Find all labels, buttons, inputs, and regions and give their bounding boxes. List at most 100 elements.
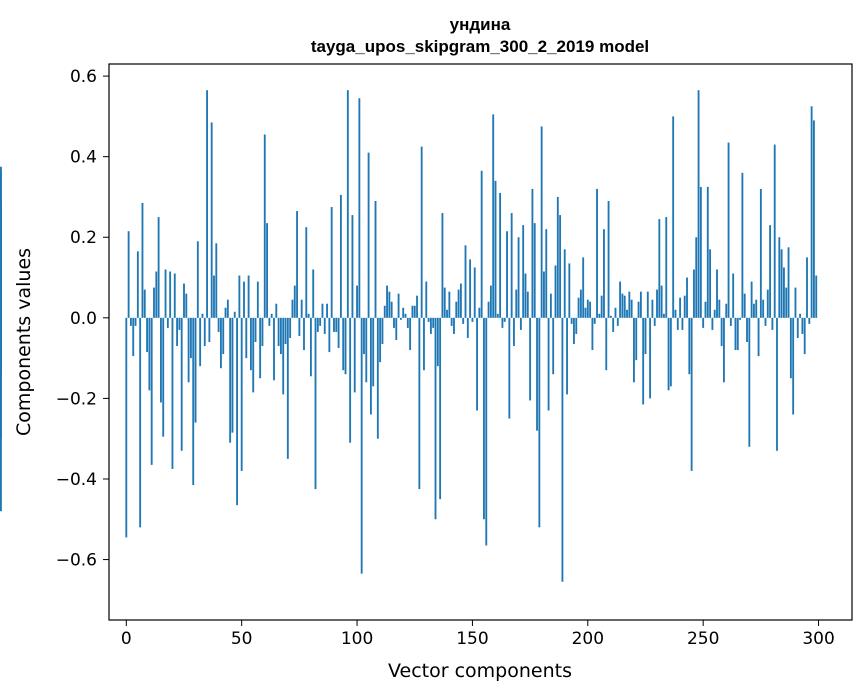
bar-180 xyxy=(540,126,543,318)
bar-47 xyxy=(233,311,236,318)
chart-subtitle: tayga_upos_skipgram_300_2_2019 model xyxy=(311,37,649,56)
bar-264 xyxy=(734,317,737,351)
bar-0 xyxy=(125,317,128,538)
bar-128 xyxy=(420,146,423,318)
bar-144 xyxy=(457,289,460,318)
bar-101 xyxy=(358,98,361,318)
bar-256 xyxy=(716,269,718,318)
bar-291 xyxy=(796,317,799,338)
bar-103 xyxy=(363,317,365,355)
bar-74 xyxy=(296,211,298,318)
bar-189 xyxy=(561,317,564,582)
bar-153 xyxy=(478,307,481,318)
bar-235 xyxy=(667,317,670,391)
bar-91 xyxy=(335,317,338,332)
bar-156 xyxy=(485,317,488,546)
bar-4 xyxy=(134,317,137,326)
bar-118 xyxy=(397,293,400,318)
bar-299 xyxy=(815,275,818,318)
bar-249 xyxy=(699,186,702,318)
bar-251 xyxy=(704,301,707,318)
bar-43 xyxy=(224,307,227,318)
bar-239 xyxy=(676,317,679,330)
bar-237 xyxy=(672,116,675,318)
bar-69 xyxy=(284,317,287,345)
bar-40 xyxy=(217,317,220,332)
bar-undefined xyxy=(0,317,2,328)
bar-275 xyxy=(759,188,762,318)
bar-89 xyxy=(330,207,333,318)
bar-253 xyxy=(709,249,712,318)
chart-title: ундина xyxy=(450,15,511,34)
bar-242 xyxy=(683,295,686,318)
bar-245 xyxy=(690,317,693,471)
y-tick-label: −0.2 xyxy=(56,389,97,409)
bar-61 xyxy=(266,223,268,318)
bar-212 xyxy=(614,307,617,318)
bar-12 xyxy=(153,287,155,318)
bar-168 xyxy=(513,317,515,347)
bar-188 xyxy=(559,215,562,318)
bar-167 xyxy=(510,213,513,318)
bar-98 xyxy=(351,215,354,318)
bar-27 xyxy=(187,317,190,383)
bar-274 xyxy=(757,317,760,357)
bar-56 xyxy=(254,317,257,342)
bar-236 xyxy=(669,317,672,387)
bar-280 xyxy=(771,317,774,330)
bar-238 xyxy=(674,309,677,318)
bar-257 xyxy=(718,299,721,318)
bar-57 xyxy=(256,281,259,318)
bar-177 xyxy=(533,223,536,318)
bar-151 xyxy=(473,267,476,318)
bar-244 xyxy=(688,317,691,375)
bar-246 xyxy=(693,269,695,318)
bar-54 xyxy=(249,317,252,371)
x-tick-label: 100 xyxy=(341,629,373,649)
bar-279 xyxy=(769,225,772,318)
bar-37 xyxy=(210,122,213,318)
bar-216 xyxy=(623,295,626,318)
bar-191 xyxy=(566,317,568,395)
bar-134 xyxy=(434,317,437,520)
bar-140 xyxy=(448,291,451,318)
bar-155 xyxy=(483,317,485,520)
bar-1 xyxy=(127,231,130,318)
bar-77 xyxy=(303,317,305,351)
y-tick-label: 0.6 xyxy=(70,67,97,87)
bar-269 xyxy=(746,317,748,342)
x-tick-label: 250 xyxy=(687,629,719,649)
bar-106 xyxy=(369,317,372,415)
bar-295 xyxy=(806,257,808,318)
bar-198 xyxy=(582,257,585,318)
bar-263 xyxy=(732,273,735,318)
bar-113 xyxy=(386,285,388,318)
bar-127 xyxy=(418,317,421,490)
bar-38 xyxy=(213,275,215,318)
bar-259 xyxy=(723,317,725,383)
bar-20 xyxy=(171,317,174,469)
bar-42 xyxy=(222,317,225,355)
bar-207 xyxy=(603,229,605,318)
bar-80 xyxy=(309,317,312,377)
bar-262 xyxy=(729,317,732,326)
bar-182 xyxy=(545,229,548,318)
y-tick-label: 0.4 xyxy=(70,148,97,168)
bar-110 xyxy=(379,317,382,363)
bar-292 xyxy=(799,313,802,318)
bar-214 xyxy=(619,281,622,318)
y-tick-label: −0.4 xyxy=(56,470,97,490)
bar-252 xyxy=(706,186,709,318)
bar-268 xyxy=(743,293,746,318)
bar-297 xyxy=(810,106,813,318)
bar-261 xyxy=(727,142,730,318)
bar-14 xyxy=(157,217,160,318)
bar-290 xyxy=(794,287,797,318)
bar-225 xyxy=(644,317,647,355)
bar-71 xyxy=(289,317,292,338)
bar-35 xyxy=(206,90,208,318)
bar-205 xyxy=(598,313,601,318)
x-tick-label: 150 xyxy=(456,629,488,649)
bar-119 xyxy=(399,317,402,320)
bar-64 xyxy=(273,317,275,381)
